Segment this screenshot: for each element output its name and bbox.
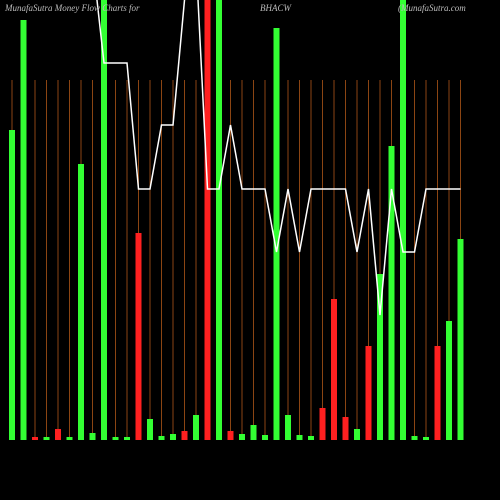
bar xyxy=(411,436,418,440)
bar xyxy=(89,433,96,440)
bar xyxy=(342,417,349,440)
bar xyxy=(32,437,38,440)
bar xyxy=(43,437,50,440)
bar xyxy=(457,239,464,440)
bar xyxy=(354,429,360,440)
bar xyxy=(147,419,153,440)
chart-subtitle: BHACW xyxy=(260,3,292,13)
bar xyxy=(112,437,119,440)
bar xyxy=(55,429,61,440)
bar xyxy=(423,437,429,440)
bar xyxy=(296,435,303,440)
bar xyxy=(204,0,211,440)
bar xyxy=(170,434,176,440)
bar xyxy=(273,28,280,440)
bar xyxy=(262,435,268,440)
bar xyxy=(285,415,291,440)
bar xyxy=(308,436,314,440)
bar xyxy=(446,321,452,440)
bar xyxy=(78,164,84,440)
chart-source: (MunafaSutra.com xyxy=(398,3,466,13)
bar xyxy=(365,346,372,440)
bar xyxy=(9,130,15,440)
bar xyxy=(377,274,383,440)
bar xyxy=(388,146,395,440)
bar xyxy=(20,20,27,440)
bar xyxy=(250,425,257,440)
bar xyxy=(434,346,441,440)
bar xyxy=(400,0,406,440)
money-flow-line xyxy=(12,0,461,316)
bar xyxy=(319,408,326,440)
bar xyxy=(331,299,337,440)
bar xyxy=(124,437,130,440)
bar xyxy=(216,0,222,440)
bar xyxy=(66,437,73,440)
bar xyxy=(101,0,107,440)
bar xyxy=(181,431,188,440)
bar xyxy=(135,233,142,440)
bar xyxy=(193,415,199,440)
bar xyxy=(158,436,165,440)
bar xyxy=(239,434,245,440)
bar xyxy=(227,431,234,440)
chart-title: MunafaSutra Money Flow Charts for xyxy=(4,3,140,13)
